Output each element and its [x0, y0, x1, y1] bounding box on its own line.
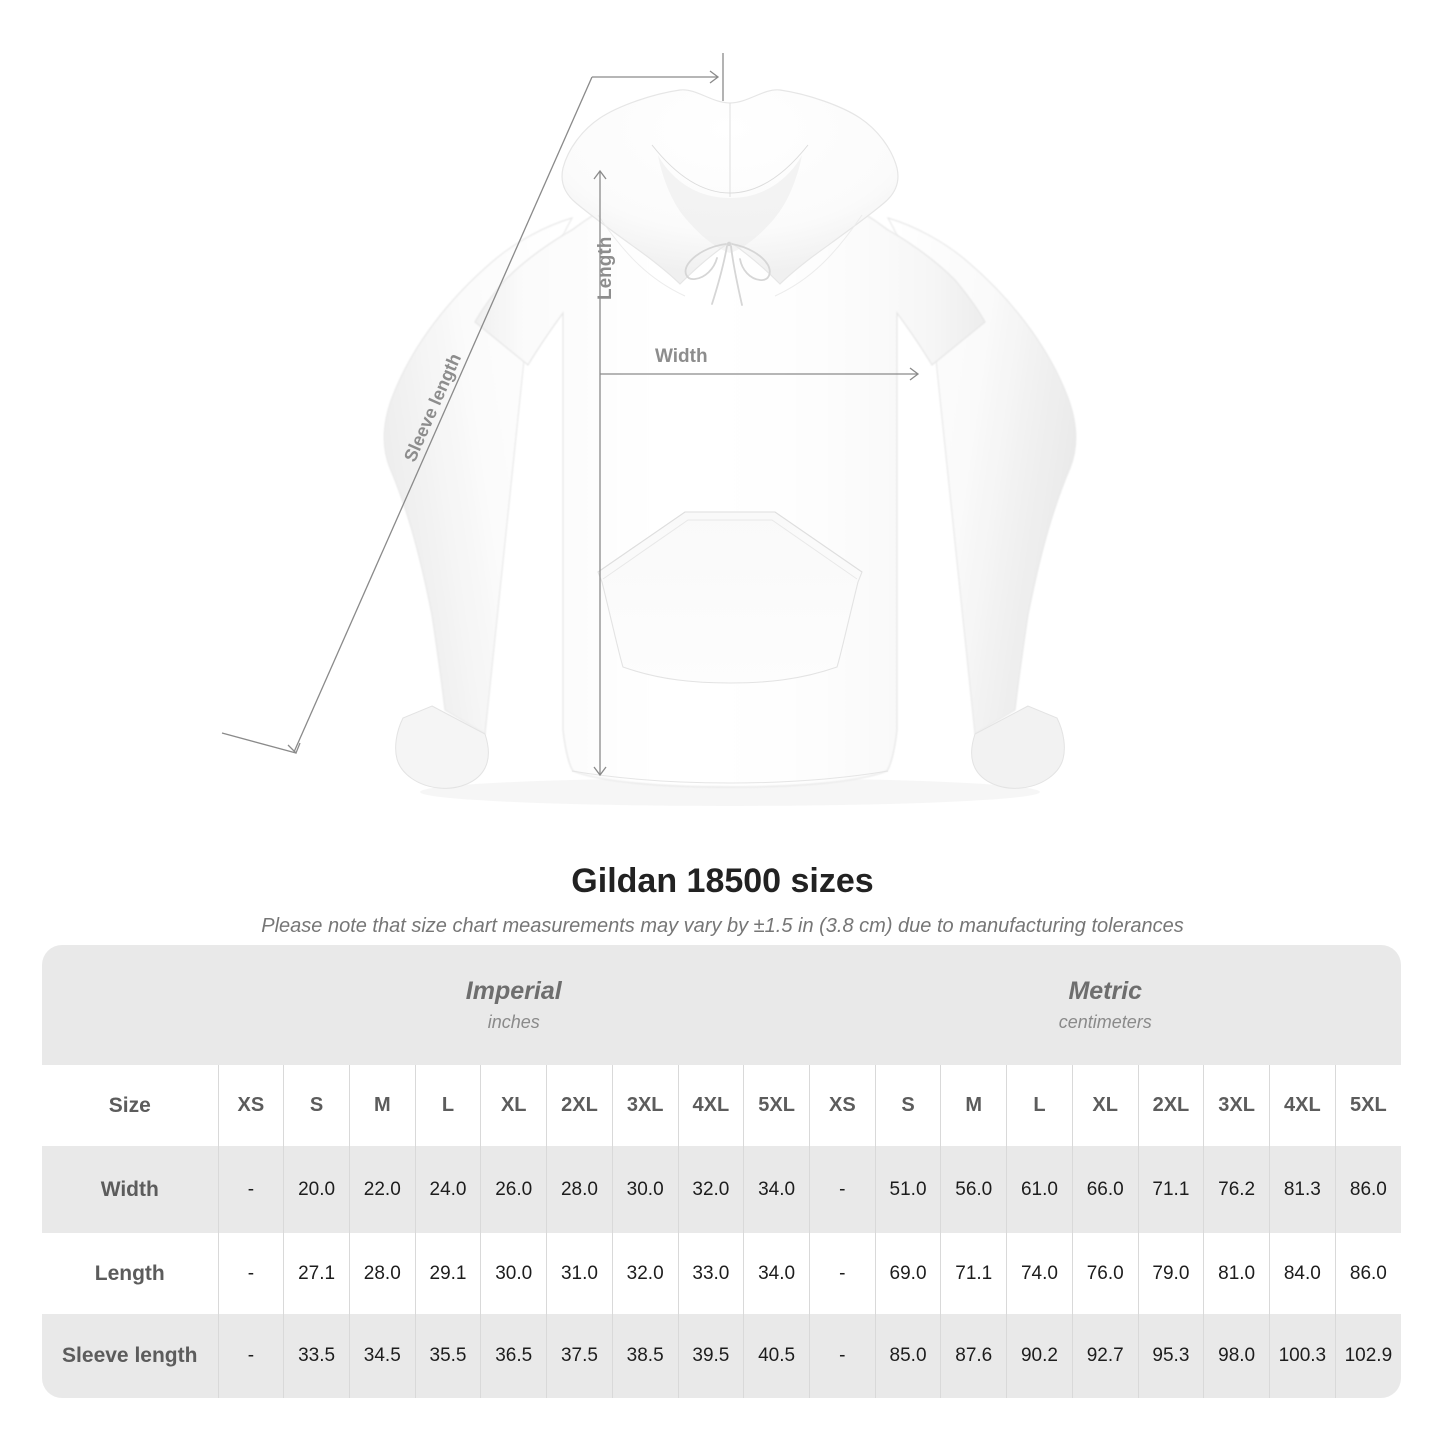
svg-text:Width: Width [655, 346, 708, 367]
svg-text:Sleeve length: Sleeve length [400, 350, 465, 464]
svg-text:Length: Length [595, 237, 616, 300]
